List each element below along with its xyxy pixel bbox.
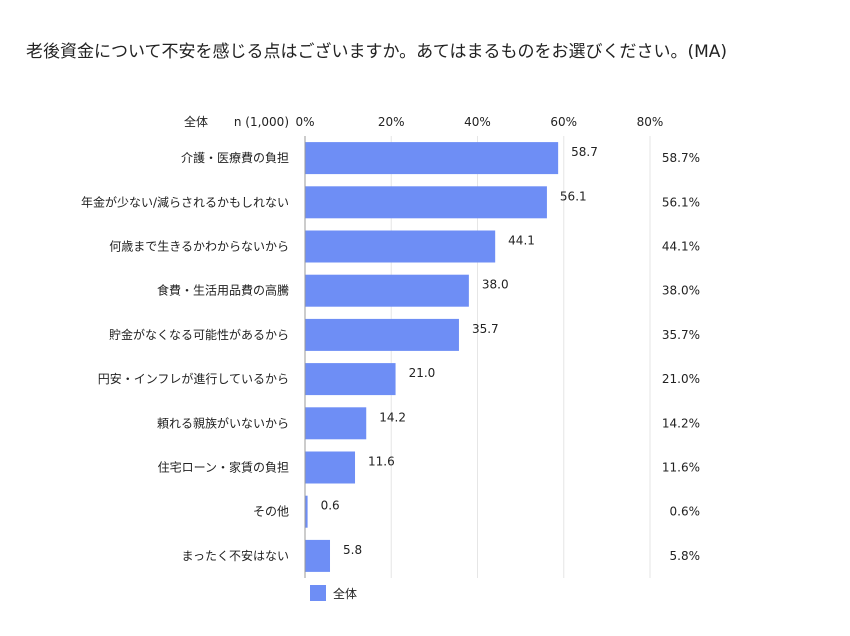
legend-swatch <box>310 585 326 601</box>
category-label: 円安・インフレが進行しているから <box>98 371 289 386</box>
bar <box>305 495 308 528</box>
bar <box>305 451 356 484</box>
right-percent-label: 11.6% <box>662 461 700 475</box>
category-label: 年金が少ない/減らされるかもしれない <box>81 194 289 209</box>
x-tick-label: 0% <box>295 115 314 129</box>
data-label: 5.8 <box>343 543 362 557</box>
bars <box>305 142 559 572</box>
data-label: 14.2 <box>379 410 406 424</box>
group-header-label: 全体 <box>184 114 208 129</box>
legend-label: 全体 <box>333 586 357 601</box>
bar <box>305 407 367 440</box>
category-labels: 介護・医療費の負担年金が少ない/減らされるかもしれない何歳まで生きるかわからない… <box>81 150 289 563</box>
chart-title: 老後資金について不安を感じる点はございますか。あてはまるものをお選びください。(… <box>26 41 727 62</box>
x-tick-label: 80% <box>637 115 664 129</box>
data-label: 56.1 <box>560 189 587 203</box>
right-percent-label: 38.0% <box>662 284 700 298</box>
data-label: 35.7 <box>472 322 499 336</box>
x-axis-ticks: 0% 20% 40% 60% 80% <box>295 115 663 129</box>
category-label: 住宅ローン・家賃の負担 <box>158 460 289 475</box>
data-label: 11.6 <box>368 455 395 469</box>
data-labels: 58.7 56.1 44.1 38.0 35.7 21.0 14.2 11.6 0.6 5.8 <box>321 145 598 557</box>
bar <box>305 274 469 307</box>
right-percent-label: 21.0% <box>662 372 700 386</box>
data-label: 21.0 <box>409 366 436 380</box>
data-label: 0.6 <box>321 499 340 513</box>
bar <box>305 142 559 175</box>
bar <box>305 318 459 351</box>
right-percent-label: 0.6% <box>670 505 701 519</box>
x-tick-label: 60% <box>550 115 577 129</box>
bar <box>305 539 331 572</box>
bar <box>305 186 547 219</box>
data-label: 58.7 <box>571 145 598 159</box>
category-label: 頼れる親族がいないから <box>157 415 289 430</box>
category-label: まったく不安はない <box>181 548 289 563</box>
right-percent-label: 35.7% <box>662 328 700 342</box>
right-percent-label: 58.7% <box>662 151 700 165</box>
category-label: 貯金がなくなる可能性があるから <box>109 327 289 342</box>
bar <box>305 230 496 263</box>
category-label: 食費・生活用品費の高騰 <box>157 283 289 298</box>
x-tick-label: 20% <box>378 115 405 129</box>
category-label: 介護・医療費の負担 <box>181 150 289 165</box>
data-label: 38.0 <box>482 278 509 292</box>
legend: 全体 <box>310 585 357 601</box>
sample-size-label: n (1,000) <box>234 115 289 129</box>
right-percent-label: 44.1% <box>662 240 700 254</box>
right-percent-labels: 58.7% 56.1% 44.1% 38.0% 35.7% 21.0% 14.2% 11.6%… <box>662 151 700 563</box>
category-label: その他 <box>253 505 289 519</box>
bar <box>305 363 396 396</box>
right-percent-label: 5.8% <box>670 549 701 563</box>
right-percent-label: 14.2% <box>662 416 700 430</box>
right-percent-label: 56.1% <box>662 195 700 209</box>
category-label: 何歳まで生きるかわからないから <box>109 240 289 254</box>
data-label: 44.1 <box>508 234 535 248</box>
x-tick-label: 40% <box>464 115 491 129</box>
